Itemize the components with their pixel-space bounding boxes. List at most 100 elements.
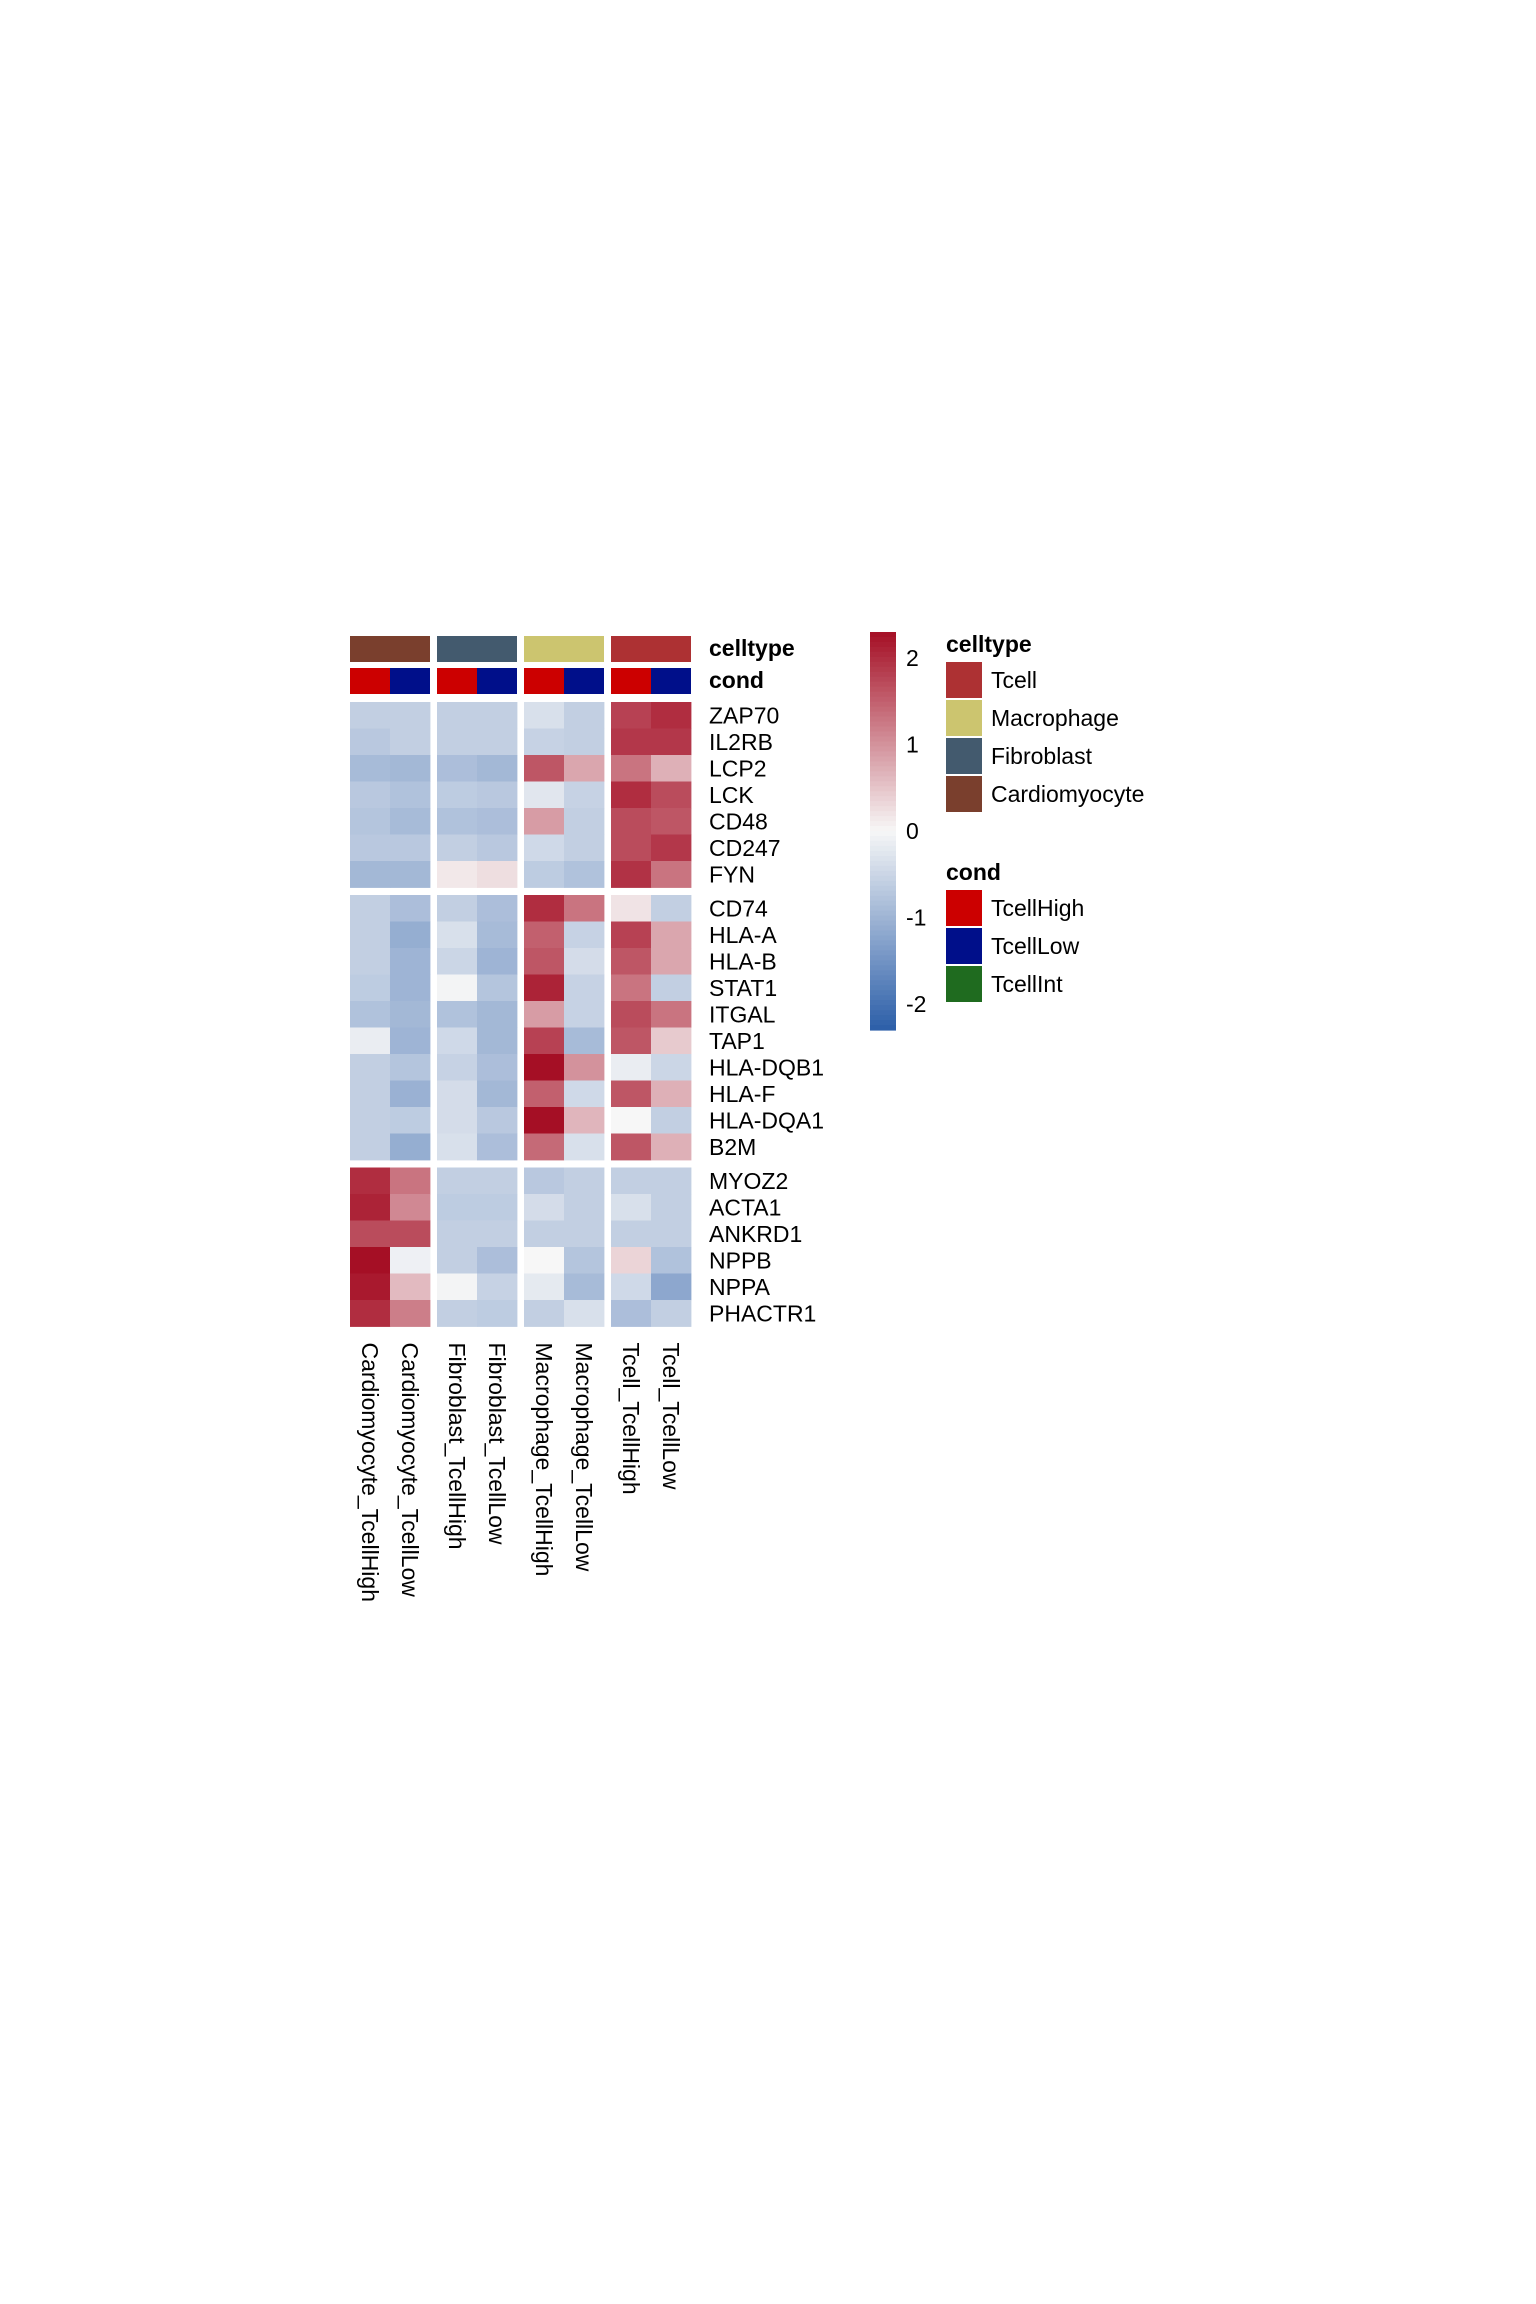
heatmap-cell <box>564 1247 605 1274</box>
color-scale-segment <box>870 920 896 927</box>
heatmap-cell <box>524 1001 565 1028</box>
heatmap-cell <box>611 1107 652 1134</box>
heatmap-cell <box>477 781 518 809</box>
heatmap-cell <box>651 1107 692 1134</box>
cond-annotation-cell <box>524 668 564 694</box>
heatmap-cell <box>390 861 431 888</box>
heatmap-cell <box>350 808 391 835</box>
row-label: CD74 <box>709 895 768 921</box>
color-scale-tick-label: 0 <box>906 818 919 844</box>
color-scale-tick-label: -2 <box>906 991 926 1017</box>
heatmap-cell <box>564 1027 605 1055</box>
heatmap-cell <box>611 755 652 782</box>
legend-swatch <box>946 776 982 812</box>
heatmap-cell <box>564 1107 605 1134</box>
heatmap-cell <box>524 948 565 975</box>
heatmap-cell <box>350 861 391 888</box>
heatmap-cell <box>611 1220 652 1248</box>
heatmap-cell <box>651 1080 692 1108</box>
heatmap-cell <box>611 781 652 809</box>
heatmap-cell <box>437 1300 478 1327</box>
heatmap-cell <box>390 834 431 862</box>
column-label: Tcell_TcellHigh <box>618 1343 644 1495</box>
heatmap-cell <box>390 974 431 1002</box>
heatmap-cell <box>524 1220 565 1248</box>
color-scale-segment <box>870 950 896 956</box>
heatmap-cells <box>350 702 692 1327</box>
color-scale-segment <box>870 816 896 822</box>
celltype-annotation-cell <box>350 636 390 662</box>
column-label: Tcell_TcellLow <box>658 1343 684 1490</box>
color-scale-segment <box>870 940 896 947</box>
heatmap-cell <box>524 808 565 835</box>
heatmap-cell <box>524 1054 565 1081</box>
heatmap-cell <box>524 728 565 756</box>
legend-label: Cardiomyocyte <box>991 781 1144 807</box>
heatmap-cell <box>477 1107 518 1134</box>
cond-annotation-label: cond <box>709 667 764 693</box>
heatmap-cell <box>524 1133 565 1161</box>
row-label: MYOZ2 <box>709 1168 788 1194</box>
heatmap-cell <box>524 834 565 862</box>
heatmap-cell <box>437 1167 478 1195</box>
heatmap-cell <box>651 702 692 729</box>
heatmap-cell <box>651 948 692 975</box>
heatmap-cell <box>651 755 692 782</box>
heatmap-cell <box>524 1300 565 1327</box>
heatmap-cell <box>350 1133 391 1161</box>
color-scale-segment <box>870 706 896 713</box>
cond-annotation-cell <box>390 668 430 694</box>
heatmap-cell <box>350 1273 391 1301</box>
color-scale-segment <box>870 1020 896 1026</box>
column-label: Macrophage_TcellLow <box>571 1343 597 1572</box>
heatmap-cell <box>437 974 478 1002</box>
heatmap-cell <box>477 1027 518 1055</box>
heatmap-cell <box>651 1273 692 1301</box>
celltype-annotation-cell <box>437 636 477 662</box>
heatmap-cell <box>524 1027 565 1055</box>
heatmap-cell <box>390 1247 431 1274</box>
row-label: LCK <box>709 782 754 808</box>
heatmap-cell <box>437 1133 478 1161</box>
heatmap-cell <box>564 781 605 809</box>
cond-annotation-cell <box>350 668 390 694</box>
color-scale-segment <box>870 696 896 703</box>
heatmap-cell <box>477 808 518 835</box>
celltype-annotation-label: celltype <box>709 635 795 661</box>
legend-label: Fibroblast <box>991 743 1093 769</box>
color-scale-segment <box>870 791 896 797</box>
row-label: TAP1 <box>709 1028 765 1054</box>
heatmap-cell <box>611 728 652 756</box>
heatmap-cell <box>651 921 692 949</box>
heatmap-cell <box>350 755 391 782</box>
heatmap-cell <box>564 1273 605 1301</box>
heatmap-cell <box>437 1273 478 1301</box>
heatmap-cell <box>564 921 605 949</box>
heatmap-cell <box>477 1300 518 1327</box>
celltype-annotation-cell <box>390 636 430 662</box>
heatmap-cell <box>611 1194 652 1221</box>
heatmap-cell <box>611 1167 652 1195</box>
color-scale-segment <box>870 676 896 683</box>
heatmap-cell <box>390 1300 431 1327</box>
row-labels: ZAP70IL2RBLCP2LCKCD48CD247FYNCD74HLA-AHL… <box>709 702 824 1326</box>
heatmap-cell <box>651 974 692 1002</box>
heatmap-cell <box>437 808 478 835</box>
row-label: STAT1 <box>709 975 777 1001</box>
heatmap-cell <box>651 781 692 809</box>
heatmap-cell <box>390 1220 431 1248</box>
heatmap-cell <box>350 834 391 862</box>
row-label: CD48 <box>709 808 768 834</box>
heatmap-cell <box>611 1001 652 1028</box>
heatmap-cell <box>477 1054 518 1081</box>
color-scale-segment <box>870 691 896 698</box>
heatmap-cell <box>477 1080 518 1108</box>
color-scale-segment <box>870 925 896 932</box>
legend-swatch <box>946 928 982 964</box>
heatmap-cell <box>477 861 518 888</box>
color-scale-segment <box>870 636 896 643</box>
heatmap-cell <box>437 895 478 922</box>
row-label: NPPB <box>709 1247 772 1273</box>
heatmap-cell <box>651 1220 692 1248</box>
heatmap-cell <box>611 921 652 949</box>
